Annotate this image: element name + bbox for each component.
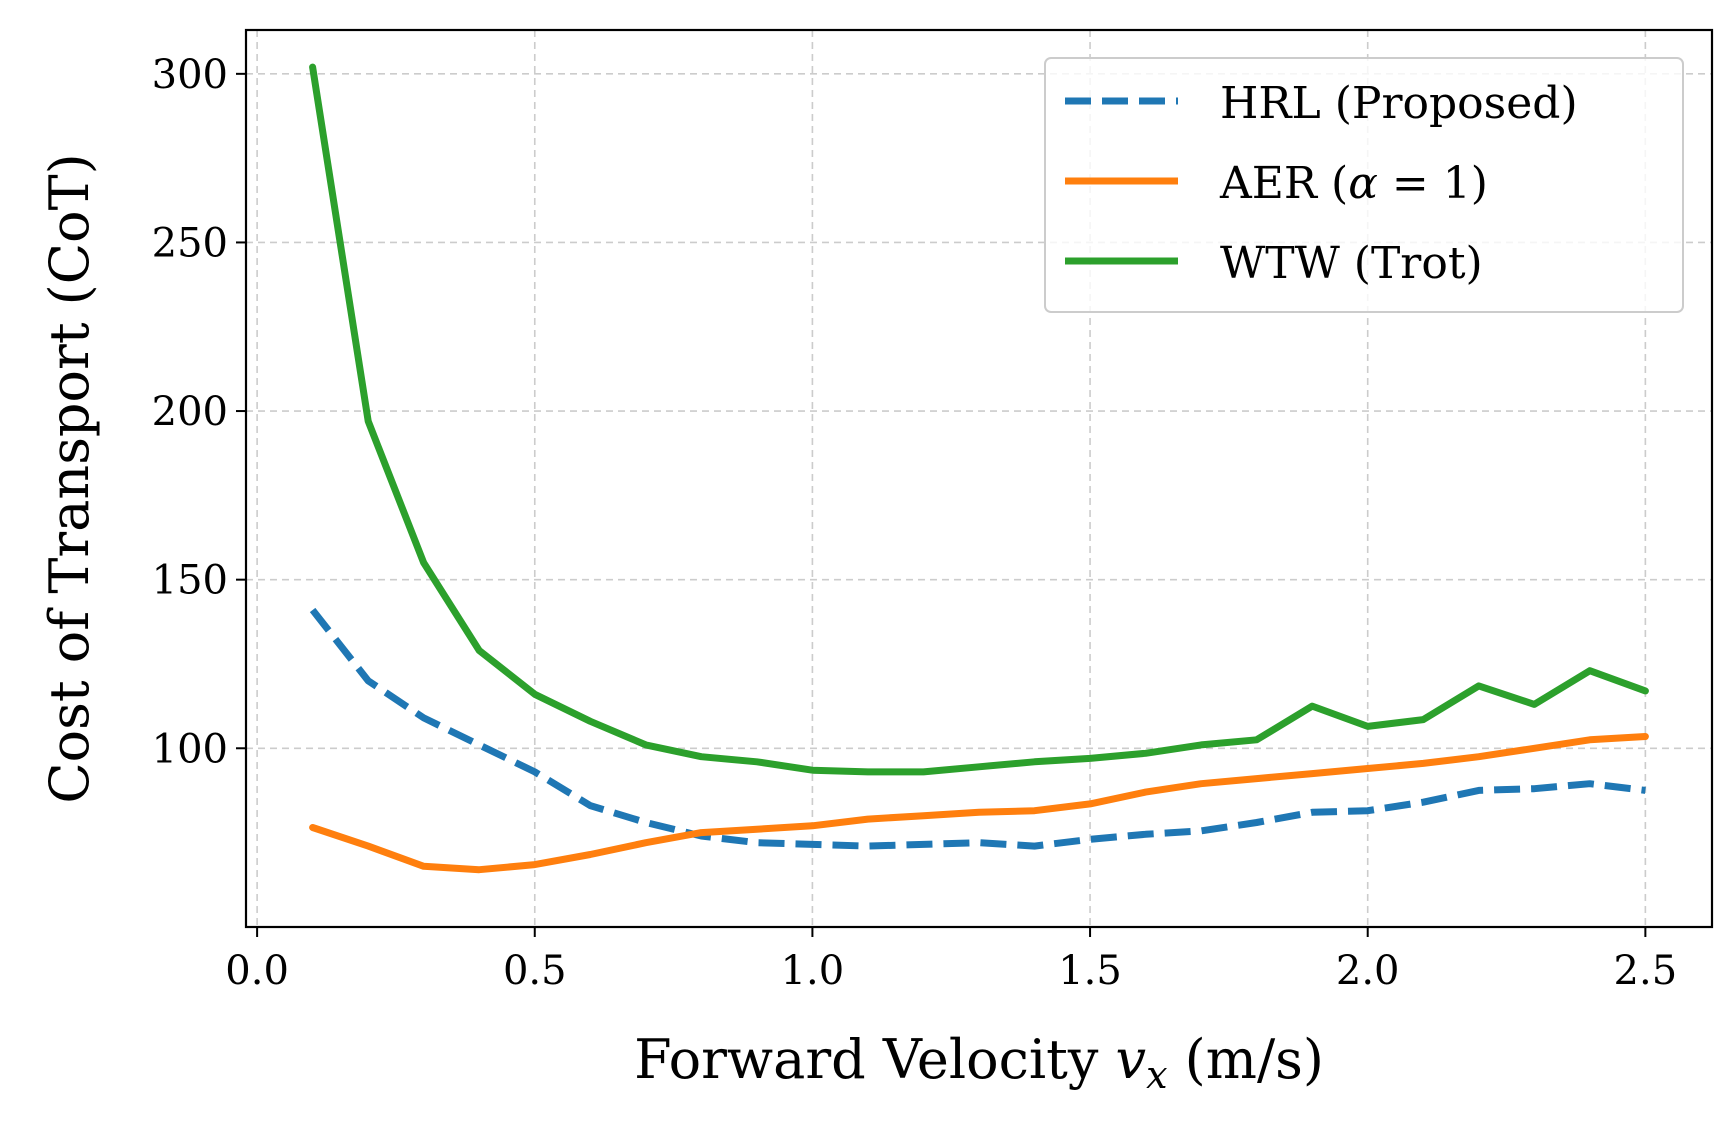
x-tick-label: 2.5 xyxy=(1614,948,1678,994)
y-tick-label: 150 xyxy=(152,558,228,604)
legend: HRL (Proposed) AER (α = 1) WTW (Trot) xyxy=(1044,57,1684,313)
x-tick-label: 2.0 xyxy=(1336,948,1400,994)
x-tick-label: 1.5 xyxy=(1058,948,1122,994)
x-axis-ticks: 0.0 0.5 1.0 1.5 2.0 2.5 xyxy=(225,927,1677,994)
y-tick-label: 300 xyxy=(152,52,228,98)
x-axis-label: Forward Velocity vx (m/s) xyxy=(634,1028,1324,1097)
x-axis-label-subscript: x xyxy=(1146,1053,1167,1097)
legend-label-wtw: WTW (Trot) xyxy=(1220,238,1483,289)
plot-frame xyxy=(244,28,1714,929)
series-line-aer xyxy=(309,733,1649,874)
y-tick-label: 200 xyxy=(152,389,228,435)
legend-label-hrl: HRL (Proposed) xyxy=(1220,78,1578,129)
series-lines xyxy=(309,63,1649,874)
x-axis-label-symbol: v xyxy=(1116,1028,1147,1091)
x-tick-label: 1.0 xyxy=(781,948,845,994)
x-axis-label-unit: (m/s) xyxy=(1168,1028,1324,1091)
y-axis-label: Cost of Transport (CoT) xyxy=(38,153,101,803)
legend-entries: HRL (Proposed) AER (α = 1) WTW (Trot) xyxy=(1065,78,1578,289)
x-tick-label: 0.0 xyxy=(225,948,289,994)
x-axis-label-text: Forward Velocity xyxy=(634,1028,1099,1091)
y-axis-ticks: 100 150 200 250 300 xyxy=(152,52,246,772)
x-tick-label: 0.5 xyxy=(503,948,567,994)
series-line-wtw xyxy=(309,63,1649,776)
y-tick-label: 100 xyxy=(152,726,228,772)
y-tick-label: 250 xyxy=(152,220,228,266)
legend-label-aer: AER (α = 1) xyxy=(1219,158,1488,209)
legend-box xyxy=(1044,57,1684,313)
series-line-hrl xyxy=(309,607,1646,850)
